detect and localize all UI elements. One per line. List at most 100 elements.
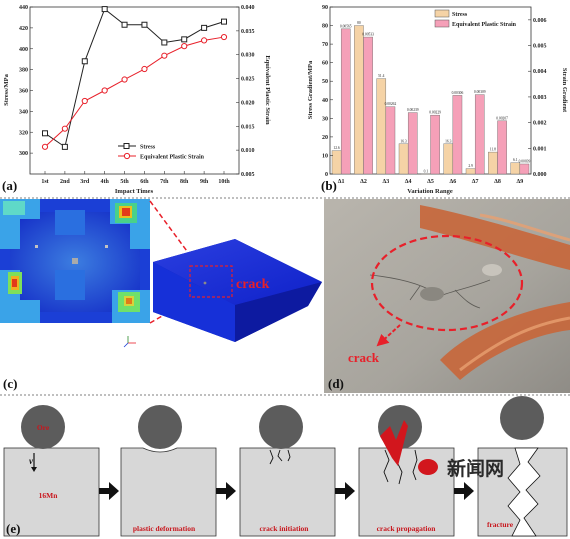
chart-b-ytick-label: 80 bbox=[322, 24, 328, 30]
chart-b-legend: Stress Equivalent Plastic Strain bbox=[434, 9, 517, 28]
chart-b-xtick-label: Δ8 bbox=[494, 179, 501, 185]
chart-b-bar-label: 0.00039 bbox=[519, 159, 531, 163]
chart-a-series bbox=[41, 6, 228, 150]
chart-a-point bbox=[161, 39, 168, 46]
chart-b-x-ticks: Δ1 Δ2 Δ3 Δ4 Δ5 Δ6 Δ7 Δ8 Δ9 bbox=[338, 179, 523, 185]
chart-a-point bbox=[220, 33, 228, 41]
chart-a-point bbox=[121, 76, 128, 83]
zoom-line-top bbox=[149, 200, 196, 263]
chart-b-bar bbox=[510, 162, 521, 175]
panel-d-arrow bbox=[376, 324, 401, 347]
ore-label: Ore bbox=[37, 423, 50, 432]
chart-a-y2tick-label: 0.005 bbox=[241, 172, 255, 178]
chart-a-point bbox=[61, 143, 68, 150]
chart-a-point bbox=[181, 36, 188, 43]
chart-b-bar-label: 0.1 bbox=[424, 169, 429, 173]
chart-b-bar-label: 51.4 bbox=[378, 74, 384, 78]
chart-b-y-ticks: 0 10 20 30 40 50 60 70 80 90 bbox=[322, 5, 333, 178]
chart-a-xtick-label: 8th bbox=[180, 179, 189, 185]
ore-ball-3 bbox=[259, 405, 303, 449]
chart-a-x-ticks: 1st 2nd 3rd 4th 5th 6th 7th 8th 9th 10th bbox=[41, 171, 230, 185]
chart-a-point bbox=[201, 24, 208, 31]
stage-arrow-3 bbox=[335, 482, 355, 500]
chart-a-y2tick-label: 0.035 bbox=[241, 29, 255, 35]
chart-a-y2-ticks: 0.005 0.010 0.015 0.020 0.025 0.030 0.035 0.040 bbox=[236, 5, 255, 178]
chart-b-bar bbox=[398, 143, 409, 175]
chart-b-legend-stress: Stress bbox=[452, 12, 468, 18]
chart-b-bar-label: 0.00229 bbox=[429, 111, 441, 115]
chart-b-ytick-label: 40 bbox=[322, 98, 328, 104]
chart-a-legend-strain: Equivalent Plastic Strain bbox=[140, 155, 205, 161]
chart-b-bar-label: 11.8 bbox=[490, 148, 496, 152]
chart-b-y2tick-label: 0.002 bbox=[533, 121, 547, 127]
chart-b-ytick-label: 60 bbox=[322, 61, 328, 67]
chart-a-ytick-label: 300 bbox=[19, 151, 28, 157]
chart-b-xtick-label: Δ9 bbox=[516, 179, 523, 185]
stage-block-4 bbox=[358, 447, 455, 537]
chart-a-point bbox=[101, 6, 108, 13]
chart-a-ytick-label: 340 bbox=[19, 109, 28, 115]
material-label: 16Mn bbox=[39, 491, 59, 500]
chart-a-ytick-label: 360 bbox=[19, 89, 28, 95]
chart-b-bar-label: 80 bbox=[357, 21, 361, 25]
stage-label-1: plastic deformation bbox=[133, 524, 196, 533]
chart-a-series-line-2 bbox=[44, 36, 225, 148]
chart-a-ytick-label: 380 bbox=[19, 68, 28, 74]
chart-a-y2label: Equivalent Plastic Strain bbox=[264, 55, 271, 125]
chart-b-bar-label: 6.1 bbox=[513, 158, 518, 162]
chart-a-ytick-label: 420 bbox=[19, 26, 28, 32]
chart-a-point bbox=[41, 143, 49, 150]
chart-b-bar bbox=[474, 94, 485, 175]
panel-label-c: (c) bbox=[3, 376, 17, 391]
chart-a-point bbox=[81, 97, 88, 105]
stage-label-3: crack propagation bbox=[377, 524, 437, 533]
chart-b: 12.6 0.00565 80 0.00533 51.4 0.00262 16.3 0.002… bbox=[307, 5, 568, 195]
chart-b-xtick-label: Δ2 bbox=[360, 179, 367, 185]
chart-b-bar bbox=[340, 28, 351, 175]
chart-b-y2tick-label: 0.000 bbox=[533, 172, 547, 178]
chart-a-y2tick-label: 0.030 bbox=[241, 53, 255, 59]
panel-d-crack-label: crack bbox=[348, 350, 380, 365]
chart-b-bar-label: 16.3 bbox=[445, 139, 451, 143]
crack-region-ellipse bbox=[370, 234, 524, 332]
chart-a-point bbox=[42, 130, 48, 137]
chart-a-point bbox=[141, 21, 148, 28]
watermark-logo-icon bbox=[380, 420, 438, 475]
chart-b-xtick-label: Δ7 bbox=[472, 179, 479, 185]
stage-label-2: crack initiation bbox=[260, 524, 310, 533]
chart-b-y2tick-label: 0.004 bbox=[533, 69, 547, 75]
fem-contour-map bbox=[0, 199, 150, 323]
chart-b-bar-label: 0.00309 bbox=[474, 90, 486, 94]
chart-a-y2tick-label: 0.015 bbox=[241, 124, 255, 130]
chart-b-bars: 12.6 0.00565 80 0.00533 51.4 0.00262 16.3 0.002… bbox=[331, 21, 531, 175]
chart-b-ytick-label: 10 bbox=[322, 153, 328, 159]
panel-c: crack (c) bbox=[0, 199, 322, 391]
chart-a-xtick-label: 5th bbox=[120, 179, 129, 185]
chart-b-bar-label: 0.00306 bbox=[452, 91, 464, 95]
chart-b-bar bbox=[430, 114, 440, 175]
chart-a-point bbox=[141, 65, 148, 73]
stage-label-4: fracture bbox=[487, 520, 514, 529]
stage-arrow-4 bbox=[454, 482, 474, 500]
chart-a-y2tick-label: 0.010 bbox=[241, 148, 255, 154]
chart-b-bar-label: 0.00239 bbox=[407, 108, 419, 112]
watermark-text: 新闻网 bbox=[447, 457, 504, 480]
chart-b-bar bbox=[363, 36, 373, 175]
chart-b-y2-ticks: 0.000 0.001 0.002 0.003 0.004 0.005 0.006 bbox=[528, 18, 547, 178]
chart-a-point bbox=[181, 43, 188, 50]
chart-a-point bbox=[221, 18, 227, 25]
chart-a-xtick-label: 3rd bbox=[80, 179, 90, 185]
chart-b-bar-label: 0.00533 bbox=[362, 33, 374, 37]
chart-b-y2tick-label: 0.005 bbox=[533, 44, 547, 50]
chart-a-frame bbox=[29, 6, 240, 175]
stage-arrow-1 bbox=[99, 482, 119, 500]
chart-a-ytick-label: 320 bbox=[19, 130, 28, 136]
chart-a-point bbox=[101, 87, 108, 94]
chart-b-bar bbox=[407, 112, 418, 175]
chart-a-legend-stress: Stress bbox=[140, 145, 156, 151]
stage-arrow-2 bbox=[216, 482, 236, 500]
chart-b-bar-label: 2.9 bbox=[468, 164, 473, 168]
chart-a-ytick-label: 400 bbox=[19, 47, 28, 53]
fracture-gap bbox=[507, 447, 541, 537]
chart-b-y2tick-label: 0.006 bbox=[533, 18, 547, 24]
